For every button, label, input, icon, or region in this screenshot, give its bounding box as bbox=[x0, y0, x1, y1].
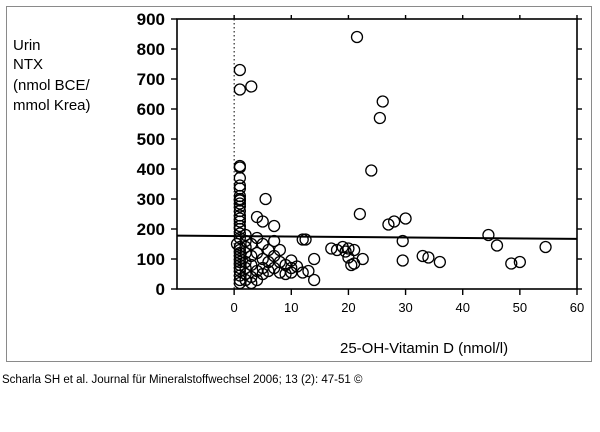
data-point bbox=[273, 243, 287, 257]
y-axis-label-line-1: Urin bbox=[13, 37, 41, 54]
data-point bbox=[353, 207, 367, 221]
y-axis-label-line-2: NTX bbox=[13, 56, 43, 73]
data-point bbox=[267, 234, 281, 248]
y-tick-label: 400 bbox=[137, 160, 165, 179]
data-point bbox=[296, 233, 309, 246]
y-axis-label-line-4: mmol Krea) bbox=[13, 97, 91, 114]
data-point bbox=[433, 255, 447, 269]
y-tick-label: 300 bbox=[137, 190, 165, 209]
data-point bbox=[233, 231, 247, 245]
data-point bbox=[365, 164, 378, 177]
data-point bbox=[233, 264, 247, 278]
x-axis-label: 25-OH-Vitamin D (nmol/l) bbox=[340, 340, 509, 357]
data-point bbox=[233, 63, 247, 77]
x-tick-label: 30 bbox=[398, 300, 412, 315]
data-point bbox=[387, 215, 401, 228]
data-point bbox=[356, 252, 369, 266]
data-point bbox=[539, 240, 552, 254]
data-point bbox=[233, 197, 247, 210]
data-point bbox=[285, 261, 298, 275]
citation-caption: Scharla SH et al. Journal für Mineralsto… bbox=[2, 374, 363, 386]
y-axis-label-line-3: (nmol BCE/ bbox=[13, 77, 90, 94]
data-point bbox=[339, 245, 352, 258]
data-point bbox=[233, 200, 247, 213]
y-tick-label: 500 bbox=[137, 130, 165, 149]
data-point bbox=[256, 252, 269, 266]
data-point bbox=[505, 257, 518, 270]
data-point bbox=[399, 212, 412, 225]
data-point bbox=[513, 255, 527, 269]
data-point bbox=[239, 234, 252, 248]
x-tick-label: 60 bbox=[570, 300, 584, 315]
data-point bbox=[233, 83, 247, 96]
y-tick-label: 700 bbox=[137, 70, 165, 89]
data-point bbox=[307, 273, 321, 287]
data-point bbox=[482, 228, 495, 242]
data-point bbox=[233, 219, 247, 233]
data-point bbox=[302, 264, 315, 278]
x-tick-label: 10 bbox=[284, 300, 298, 315]
figure-frame bbox=[6, 6, 592, 362]
data-point bbox=[245, 276, 258, 290]
data-point bbox=[350, 30, 364, 44]
data-point bbox=[490, 239, 504, 252]
x-tick-label: 40 bbox=[455, 300, 469, 315]
data-point bbox=[422, 251, 435, 264]
data-point bbox=[245, 249, 258, 263]
data-point bbox=[347, 243, 361, 257]
data-point bbox=[307, 252, 321, 266]
data-point bbox=[256, 267, 269, 281]
y-tick-label: 0 bbox=[156, 280, 165, 299]
data-point bbox=[256, 215, 269, 228]
data-point bbox=[233, 243, 247, 257]
y-tick-label: 200 bbox=[137, 220, 165, 239]
plot-area-border bbox=[176, 18, 578, 290]
data-point bbox=[245, 80, 258, 93]
y-tick-label: 600 bbox=[137, 100, 165, 119]
data-point bbox=[239, 228, 252, 242]
data-point bbox=[396, 254, 409, 267]
data-point bbox=[239, 240, 252, 254]
data-point bbox=[416, 249, 429, 263]
y-tick-label: 900 bbox=[137, 10, 165, 29]
data-point bbox=[299, 233, 312, 246]
data-point bbox=[342, 242, 355, 255]
data-point bbox=[296, 266, 309, 279]
data-point bbox=[396, 234, 409, 248]
y-tick-label: 800 bbox=[137, 40, 165, 59]
data-point bbox=[239, 261, 252, 275]
data-point bbox=[267, 219, 281, 233]
x-tick-label: 0 bbox=[231, 300, 238, 315]
data-point bbox=[382, 218, 395, 231]
x-tick-label: 50 bbox=[513, 300, 527, 315]
data-point bbox=[233, 215, 247, 228]
data-point bbox=[259, 192, 272, 206]
data-point bbox=[376, 95, 389, 108]
data-point bbox=[230, 237, 244, 251]
data-point bbox=[373, 111, 387, 125]
x-tick-label: 20 bbox=[341, 300, 355, 315]
data-point bbox=[239, 267, 252, 281]
y-tick-label: 100 bbox=[137, 250, 165, 269]
